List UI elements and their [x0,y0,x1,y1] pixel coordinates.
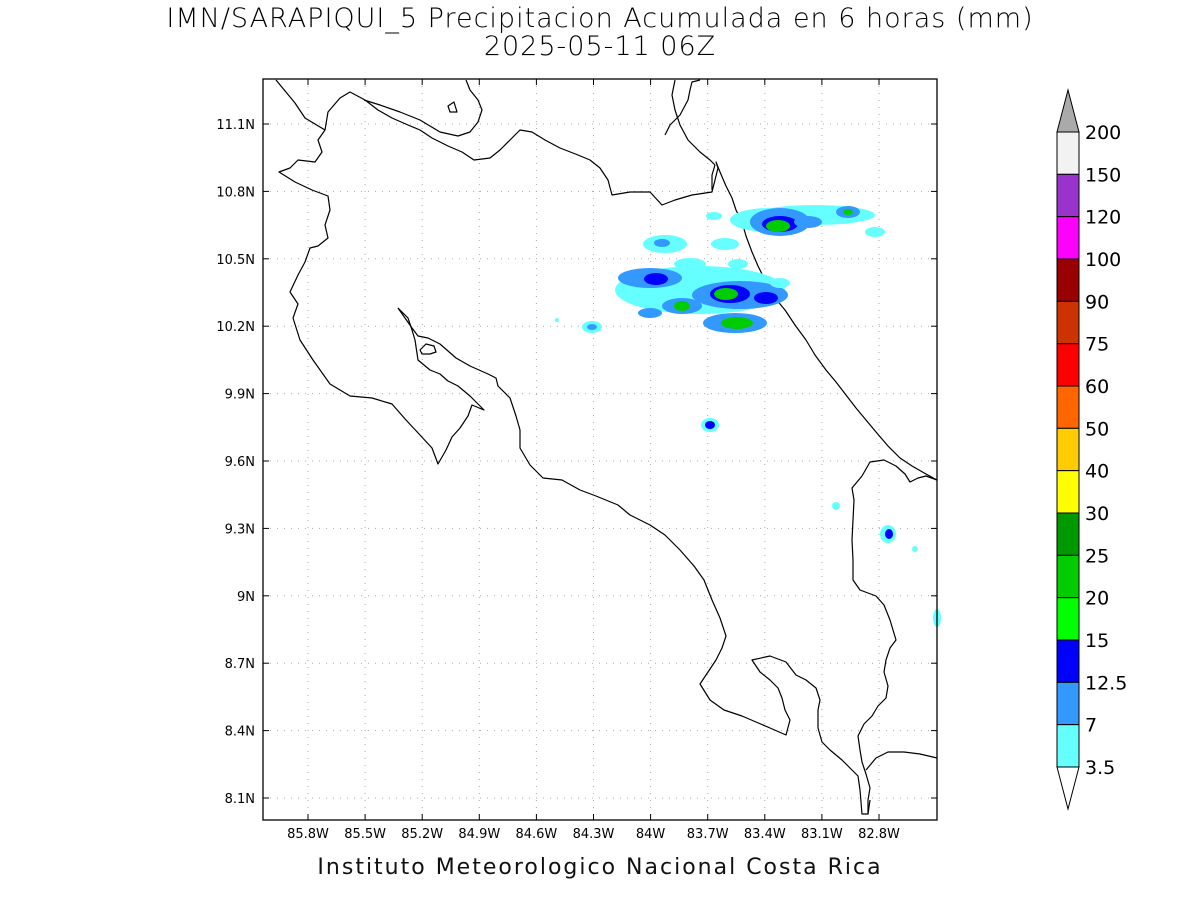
lat-tick-label: 8.7N [225,657,255,672]
lat-tick-label: 10.5N [216,253,255,268]
lat-tick-label: 10.8N [216,185,255,200]
lat-tick-label: 9.9N [225,388,255,403]
colorbar-label: 75 [1085,334,1109,356]
lat-tick-label: 11.1N [216,118,255,133]
lon-tick-label: 84.3W [573,827,615,842]
lat-tick-label: 8.1N [225,792,255,807]
colorbar-segment [1056,597,1080,641]
colorbar-segment [1056,300,1080,345]
colorbar-segment [1056,173,1080,218]
colorbar-label: 100 [1085,249,1121,271]
lon-tick-label: 82.8W [858,827,900,842]
lat-tick-label: 9.3N [225,522,255,537]
lon-tick-label: 85.5W [344,827,386,842]
longitude-axis: 85.8W 85.5W 85.2W 84.9W 84.6W 84.3W 84W 83.7W 83… [287,79,900,842]
colorbar-under-triangle [1056,766,1080,811]
colorbar-segment [1056,131,1080,175]
lon-tick-label: 84W [636,827,666,842]
colorbar-segment [1056,427,1080,472]
precipitation-field [555,205,941,627]
chart-subtitle: 2025-05-11 06Z [483,31,717,62]
colorbar-label: 15 [1085,630,1109,652]
colorbar-label: 25 [1085,545,1109,567]
colorbar-over-triangle [1056,88,1080,133]
lon-tick-label: 85.2W [401,827,443,842]
colorbar-label: 60 [1085,376,1109,398]
chart-title: IMN/SARAPIQUI_5 Precipitacion Acumulada … [166,3,1034,34]
colorbar-label: 20 [1085,588,1109,610]
lon-tick-label: 85.8W [287,827,329,842]
colorbar-label: 40 [1085,461,1109,483]
coastline [275,79,938,815]
colorbar-segment [1056,554,1080,599]
lat-tick-label: 10.2N [216,320,255,335]
map-grid [263,79,937,820]
footer-credit: Instituto Meteorologico Nacional Costa R… [317,855,883,880]
lon-tick-label: 84.6W [515,827,557,842]
colorbar-segment [1056,343,1080,387]
colorbar-label: 50 [1085,418,1109,440]
colorbar-label: 90 [1085,291,1109,313]
colorbar-label: 7 [1085,715,1097,737]
lat-tick-label: 8.4N [225,725,255,740]
lon-tick-label: 83.7W [687,827,729,842]
colorbar-segment [1056,639,1080,683]
colorbar-label: 3.5 [1085,757,1115,779]
colorbar: 200 150 120 100 90 75 60 50 40 30 25 20 15 12.5 7 3.5 [1056,88,1127,811]
latitude-axis: 11.1N 10.8N 10.5N 10.2N 9.9N 9.6N 9.3N 9N 8.7N 8.… [216,118,937,807]
colorbar-label: 30 [1085,503,1109,525]
colorbar-label: 200 [1085,122,1121,144]
lat-tick-label: 9N [237,590,255,605]
colorbar-label: 150 [1085,164,1121,186]
colorbar-segment [1056,681,1080,726]
colorbar-segment [1056,724,1080,768]
lon-tick-label: 83.4W [744,827,786,842]
colorbar-segment [1056,470,1080,514]
colorbar-segment [1056,512,1080,556]
lon-tick-label: 83.1W [801,827,843,842]
colorbar-label: 12.5 [1085,672,1127,694]
colorbar-segment [1056,258,1080,302]
map-frame [262,78,938,821]
lon-tick-label: 84.9W [458,827,500,842]
colorbar-segment [1056,216,1080,260]
lat-tick-label: 9.6N [225,455,255,470]
colorbar-label: 120 [1085,207,1121,229]
colorbar-segment [1056,385,1080,429]
